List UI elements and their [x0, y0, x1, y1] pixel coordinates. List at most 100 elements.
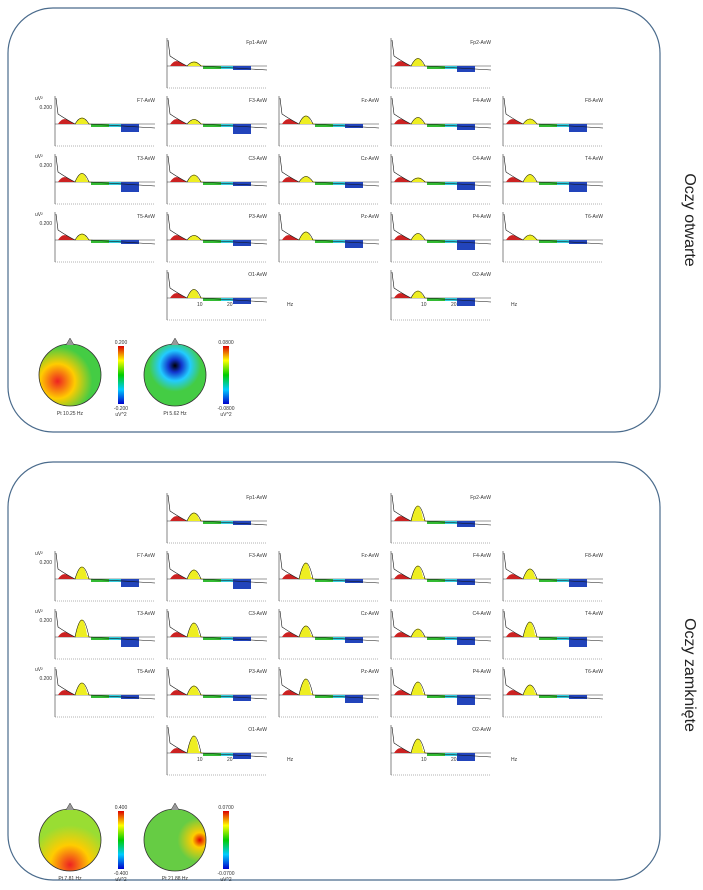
band [394, 574, 411, 579]
band [457, 637, 475, 645]
electrode-label: T3-AvW [137, 611, 155, 617]
band [170, 61, 187, 66]
colorbar-max: 0.200 [115, 340, 128, 346]
band [170, 574, 187, 579]
x-tick-label: Hz [511, 757, 518, 763]
electrode-label: Fp2-AvW [470, 40, 491, 46]
x-tick-label: 10 [197, 757, 203, 763]
x-tick-label: 20 [451, 757, 457, 763]
electrode-label: Fz-AvW [361, 98, 379, 104]
band [569, 637, 587, 647]
map-label: Pt 21.88 Hz [162, 876, 189, 882]
band [282, 177, 299, 182]
panel-frame [8, 8, 660, 432]
electrode-label: T5-AvW [137, 669, 155, 675]
y-unit: uV² [35, 551, 43, 557]
x-tick-label: 20 [451, 302, 457, 308]
electrode-label: O1-AvW [248, 727, 267, 733]
band [394, 119, 411, 124]
electrode-label: Fz-AvW [361, 553, 379, 559]
colorbar-unit: uV^2 [220, 412, 231, 418]
electrode-label: F4-AvW [473, 553, 491, 559]
electrode-label: P3-AvW [249, 669, 268, 675]
band [58, 690, 75, 695]
band [170, 235, 187, 240]
y-tick-label: 0.200 [39, 163, 52, 169]
x-tick-label: 10 [421, 757, 427, 763]
map-label: Pt 5.62 Hz [163, 411, 187, 417]
nose [66, 338, 74, 345]
band [170, 748, 187, 753]
x-tick-label: Hz [287, 302, 294, 308]
band [506, 574, 523, 579]
band [506, 119, 523, 124]
band [282, 119, 299, 124]
band [394, 293, 411, 298]
band [58, 119, 75, 124]
electrode-label: O2-AvW [472, 727, 491, 733]
band [121, 579, 139, 587]
electrode-label: C3-AvW [248, 611, 267, 617]
x-tick-label: Hz [511, 302, 518, 308]
y-tick-label: 0.200 [39, 221, 52, 227]
band [170, 632, 187, 637]
colorbar-max: 0.400 [115, 805, 128, 811]
electrode-label: F8-AvW [585, 553, 603, 559]
band [58, 177, 75, 182]
electrode-label: F4-AvW [473, 98, 491, 104]
electrode-label: Pz-AvW [361, 214, 379, 220]
topomap [144, 809, 206, 871]
band [58, 235, 75, 240]
band [394, 690, 411, 695]
band [394, 177, 411, 182]
map-label: Pt 7.81 Hz [58, 876, 82, 882]
nose [171, 803, 179, 810]
electrode-label: O1-AvW [248, 272, 267, 278]
y-unit: uV² [35, 609, 43, 615]
band [506, 177, 523, 182]
electrode-label: Fp1-AvW [246, 40, 267, 46]
x-tick-label: 10 [197, 302, 203, 308]
panel-label: Oczy otwarte [681, 173, 698, 266]
band [121, 182, 139, 192]
electrode-label: Fp1-AvW [246, 495, 267, 501]
band [170, 293, 187, 298]
band [345, 240, 363, 248]
electrode-label: F7-AvW [137, 553, 155, 559]
band [569, 579, 587, 587]
electrode-label: O2-AvW [472, 272, 491, 278]
colorbar-unit: uV^2 [220, 877, 231, 883]
band [394, 61, 411, 66]
band [170, 177, 187, 182]
x-tick-label: Hz [287, 757, 294, 763]
band [569, 182, 587, 192]
band [506, 632, 523, 637]
band [121, 124, 139, 132]
band [457, 695, 475, 705]
band [282, 235, 299, 240]
colorbar [118, 346, 124, 404]
y-unit: uV² [35, 96, 43, 102]
topomap [39, 344, 101, 406]
band [506, 690, 523, 695]
band [58, 632, 75, 637]
colorbar-unit: uV^2 [115, 877, 126, 883]
band [457, 240, 475, 250]
colorbar-max: 0.0800 [218, 340, 234, 346]
electrode-label: T5-AvW [137, 214, 155, 220]
electrode-label: Fp2-AvW [470, 495, 491, 501]
band [170, 516, 187, 521]
band [457, 753, 475, 761]
band [394, 516, 411, 521]
band [282, 574, 299, 579]
band [233, 579, 251, 589]
map-label: Pt 10.25 Hz [57, 411, 84, 417]
y-tick-label: 0.200 [39, 105, 52, 111]
band [170, 690, 187, 695]
band [394, 632, 411, 637]
band [233, 124, 251, 134]
y-unit: uV² [35, 667, 43, 673]
electrode-label: Pz-AvW [361, 669, 379, 675]
band [457, 182, 475, 190]
band [394, 748, 411, 753]
